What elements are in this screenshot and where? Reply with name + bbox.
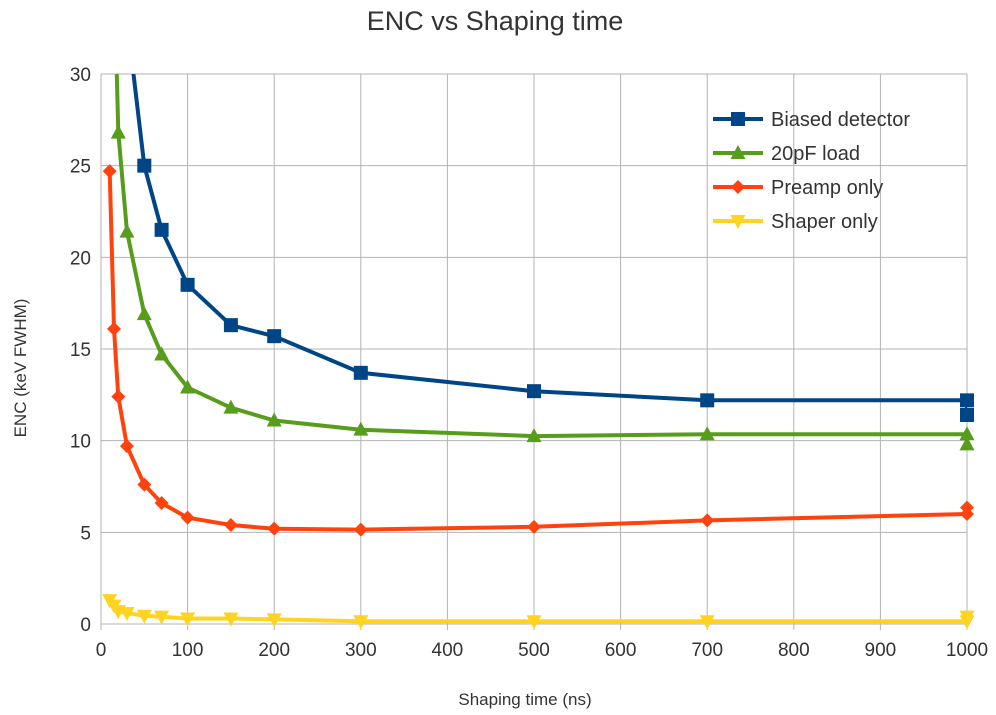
shaper-only-point [526,615,542,630]
shaper-only-point [119,607,135,621]
shaper-only-point [154,610,170,625]
legend-label-20pf-load: 20pF load [771,143,860,165]
biased-detector-point [154,222,169,237]
20pf-load-point [110,124,126,139]
y-tick-label: 30 [70,65,91,86]
preamp-only-point [137,477,152,492]
x-tick-label: 0 [96,640,107,661]
shaper-only-point [223,612,239,627]
x-tick-label: 300 [345,640,377,661]
biased-detector-point [700,393,715,408]
preamp-only-point [223,518,238,532]
20pf-load-point [136,306,152,321]
x-tick-label: 800 [778,640,810,661]
biased-detector-series-line [131,74,967,415]
preamp-only-legend-marker [731,180,745,194]
biased-detector-point [960,408,974,422]
biased-detector-point [960,393,974,408]
x-tick-label: 600 [605,640,637,661]
shaper-only-point [699,615,715,630]
y-tick-label: 15 [70,340,91,361]
preamp-only-point [111,389,126,404]
20pf-load-point [223,399,239,414]
y-axis-label: ENC (keV FWHM) [11,299,30,438]
20pf-load-point [266,412,282,427]
shaper-only-point [266,613,282,628]
preamp-only-point [119,439,134,454]
20pf-load-point [959,436,975,451]
shaper-only-point [959,610,975,625]
y-tick-label: 0 [80,615,91,636]
x-tick-label: 1000 [946,640,988,661]
preamp-only-point [106,321,121,336]
y-tick-label: 25 [70,157,91,178]
y-tick-label: 20 [70,248,91,269]
biased-detector-point [527,384,541,399]
x-axis-label: Shaping time (ns) [458,690,591,709]
shaper-only-legend-marker [730,215,746,229]
biased-detector-point [267,329,282,344]
20pf-load-point [180,379,196,394]
biased-detector-point [223,318,238,333]
shaper-only-point [180,612,196,627]
y-tick-label: 10 [70,432,91,453]
shaper-only-point [353,615,369,630]
20pf-load-point [353,421,369,436]
preamp-only-point [102,164,117,179]
preamp-only-point [527,519,541,534]
biased-detector-point [353,365,368,380]
x-tick-label: 200 [258,640,290,661]
20pf-load-point [959,426,975,441]
legend-label-preamp-only: Preamp only [771,177,883,199]
biased-detector-point [180,277,195,292]
marker-layer [102,124,975,630]
legend-label-biased-detector: Biased detector [771,109,910,131]
biased-detector-legend-marker [731,112,745,126]
x-tick-label: 400 [432,640,464,661]
y-tick-label: 5 [80,523,91,544]
legend: Biased detector 20pF load Preamp only Shape… [713,109,910,233]
preamp-only-point [960,500,974,515]
x-tick-label: 900 [865,640,897,661]
x-tick-label: 100 [172,640,204,661]
20pf-load-legend-marker [730,145,746,159]
preamp-only-point [180,510,195,525]
preamp-only-point [353,522,368,537]
20pf-load-point [154,346,170,361]
preamp-only-point [267,521,282,536]
20pf-load-point [526,428,542,443]
chart-title: ENC vs Shaping time [367,6,624,36]
x-tick-label: 500 [518,640,550,661]
preamp-only-point [700,513,715,528]
20pf-load-point [699,426,715,441]
preamp-only-point [154,496,169,510]
preamp-only-series-line [107,171,967,532]
biased-detector-point [137,158,152,173]
20pf-load-point [119,223,135,238]
x-tick-label: 700 [691,640,723,661]
shaper-only-point [136,609,152,624]
legend-label-shaper-only: Shaper only [771,211,878,233]
